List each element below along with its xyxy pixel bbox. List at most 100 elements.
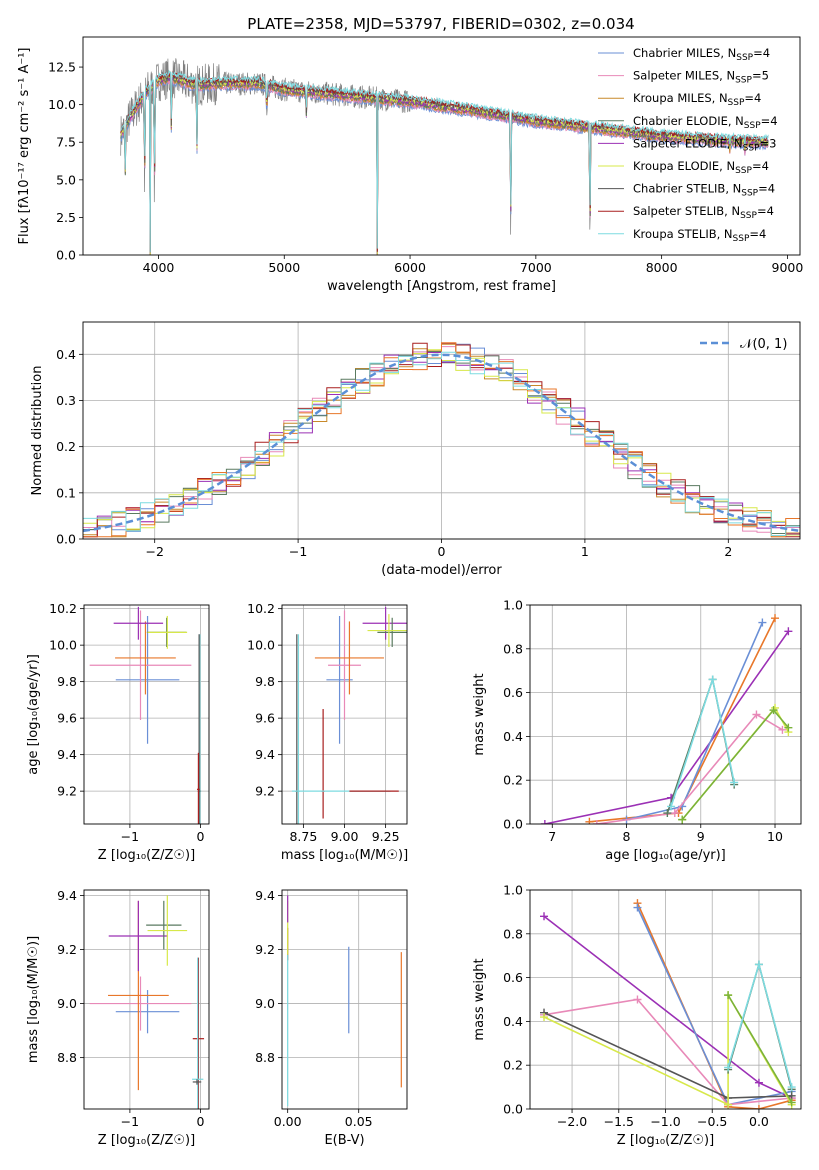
y-tick-label: 1.0: [503, 598, 523, 613]
mass_vs_Z-panel: −1 0 8.8 9.0 9.2 9.4 Z [log₁₀(Z/Z☉)] mass [log₁…: [26, 888, 210, 1148]
y-tick-label: 0.2: [56, 439, 76, 454]
x-axis-label: Z [log₁₀(Z/Z☉)]: [98, 1133, 195, 1148]
legend-subscript: SSP: [743, 143, 760, 153]
model-spectrum-line: [120, 77, 769, 255]
y-tick-label: 0.0: [503, 1102, 523, 1117]
mass-weight-marker: [754, 1078, 763, 1087]
y-tick-label: 9.8: [57, 674, 77, 689]
x-tick-label: −2.0: [557, 1114, 587, 1129]
y-axis-label: Normed distribution: [30, 366, 45, 496]
y-tick-label: 0.1: [56, 485, 76, 500]
legend-suffix: =4: [757, 204, 774, 218]
age_vs_mass-panel: 8.75 9.00 9.25 9.2 9.4 9.6 9.8 10.0 10.2 mass [lo…: [247, 601, 408, 863]
mass-weight-marker: [724, 1063, 733, 1072]
model-spectrum-line: [120, 69, 769, 253]
y-tick-label: 9.2: [57, 784, 77, 799]
y-tick-label: 0.4: [56, 347, 76, 362]
y-tick-label: 9.4: [57, 888, 77, 903]
legend-label: Salpeter ELODIE, N: [633, 136, 743, 150]
legend-label: Kroupa MILES, N: [633, 91, 728, 105]
legend-entry: 𝒩(0, 1): [740, 337, 787, 352]
legend-suffix: =4: [749, 227, 766, 241]
legend-entry: Salpeter MILES, NSSP=5: [633, 69, 769, 86]
y-tick-label: 0.0: [503, 817, 523, 832]
x-tick-label: 2: [724, 544, 732, 559]
mass-weight-series-line: [727, 961, 793, 1088]
mass-weight-marker: [592, 820, 601, 824]
legend-subscript: SSP: [733, 234, 750, 244]
axes-frame: [281, 604, 408, 825]
y-tick-label: 10.2: [247, 601, 275, 616]
legend-suffix: =3: [760, 136, 777, 150]
mass-weight-marker: [724, 991, 733, 1000]
mass-weight-marker: [730, 778, 739, 787]
spectrum-panel: 4000 5000 6000 7000 8000 9000 0.0 2.5 5.0 7.5 10.0…: [17, 36, 803, 294]
legend-subscript: SSP: [736, 53, 753, 63]
y-tick-label: 0.2: [503, 773, 523, 788]
mass-weight-marker: [758, 618, 767, 627]
y-tick-label: 9.4: [255, 888, 275, 903]
x-tick-label: 0.05: [345, 1114, 373, 1129]
y-tick-label: 9.4: [57, 747, 77, 762]
x-tick-label: −0.5: [697, 1114, 727, 1129]
x-axis-label: E(B-V): [324, 1133, 364, 1148]
y-tick-label: 0.0: [56, 532, 76, 547]
mass-weight-series-line: [543, 1011, 792, 1099]
age_vs_Z-panel: −1 0 9.2 9.4 9.6 9.8 10.0 10.2 Z [log₁₀(Z/Z☉)] ag…: [26, 601, 210, 863]
mass-weight-series-line: [544, 630, 790, 824]
axes-frame: [83, 604, 210, 825]
residuals-panel: −2 −1 0 1 2 0.0 0.1 0.2 0.3 0.4 (data-model)/error…: [30, 321, 801, 578]
x-tick-label: 7000: [520, 260, 552, 275]
legend-label: Chabrier ELODIE, N: [633, 114, 744, 128]
y-tick-label: 9.0: [255, 996, 275, 1011]
x-tick-label: −1.0: [650, 1114, 680, 1129]
x-tick-label: 10: [767, 829, 783, 844]
y-tick-label: 9.2: [255, 942, 275, 957]
y-axis-label: mass [log₁₀(M/M☉)]: [26, 936, 41, 1063]
residuals-plot-area: [83, 342, 800, 538]
legend-entry: Kroupa ELODIE, NSSP=4: [633, 159, 769, 176]
legend-suffix: =4: [753, 46, 770, 60]
mass-weight-marker: [663, 809, 672, 818]
x-tick-label: 5000: [268, 260, 300, 275]
y-tick-label: 9.2: [57, 942, 77, 957]
mass-weight-series-line: [727, 961, 793, 1090]
x-axis-label: Z [log₁₀(Z/Z☉)]: [98, 848, 195, 863]
legend-subscript: SSP: [741, 189, 758, 199]
x-tick-label: 0.00: [274, 1114, 302, 1129]
mass-weight-marker: [752, 710, 761, 719]
x-tick-label: −1: [121, 1114, 139, 1129]
y-tick-label: 0.6: [503, 970, 523, 985]
x-tick-label: 0.0: [749, 1114, 769, 1129]
legend-suffix: =4: [752, 159, 769, 173]
y-tick-label: 8.8: [255, 1050, 275, 1065]
x-tick-label: −1: [121, 829, 139, 844]
age_vs_mass-plot-area: [291, 606, 407, 824]
legend-entry: Salpeter STELIB, NSSP=4: [633, 204, 774, 221]
spectrum-plot-area: [120, 58, 769, 255]
mass-weight-marker: [667, 802, 676, 811]
mass-weight-marker: [540, 912, 549, 921]
mass_vs_EBV-panel: 0.00 0.05 8.8 9.0 9.2 9.4 E(B-V): [255, 888, 408, 1148]
x-tick-label: 7: [548, 829, 556, 844]
axes-frame: [83, 889, 210, 1110]
mass_weight_vs_Z-plot-area: [540, 899, 796, 1109]
mass-weight-marker: [585, 817, 594, 824]
x-tick-label: 8000: [646, 260, 678, 275]
legend-suffix: =5: [752, 69, 769, 83]
mass-weight-series-line: [596, 713, 783, 824]
x-tick-label: 0: [197, 829, 205, 844]
y-tick-label: 12.5: [48, 60, 76, 75]
y-tick-label: 10.2: [49, 601, 77, 616]
mass-weight-marker: [769, 706, 778, 715]
axes-frame: [529, 604, 802, 825]
mass-weight-marker: [754, 1105, 763, 1109]
mass_weight_vs_age-panel: 7 8 9 10 0.0 0.2 0.4 0.6 0.8 1.0 age [log₁₀(age/yr…: [472, 598, 802, 863]
legend-entry: Kroupa STELIB, NSSP=4: [633, 227, 766, 244]
x-tick-label: 9: [697, 829, 705, 844]
legend-suffix: =4: [744, 91, 761, 105]
mass-weight-marker: [678, 815, 687, 824]
x-axis-label: wavelength [Angstrom, rest frame]: [327, 279, 556, 294]
y-axis-label: mass weight: [472, 958, 487, 1040]
